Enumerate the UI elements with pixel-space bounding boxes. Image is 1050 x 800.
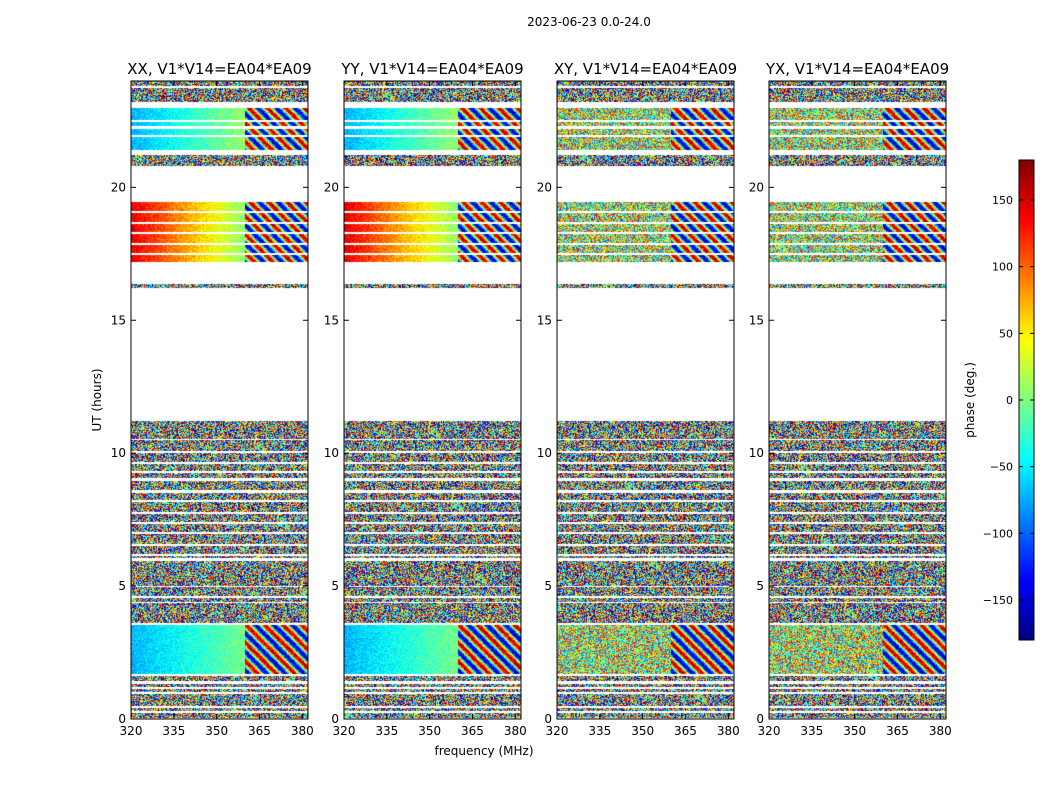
colorbar-label: phase (deg.) [963,362,977,438]
y-tick-label: 0 [331,712,339,726]
y-tick-label: 5 [118,579,126,593]
y-tick-label: 5 [756,579,764,593]
colorbar-ticks: −150 −100 −50 0 50 100 150 [983,194,1034,607]
panel-3: XY, V1*V14=EA04*EA09 320 335 350 365 380 0 5 10 1… [537,60,740,738]
x-tick-label: 320 [333,724,356,738]
x-tick-label: 365 [886,724,909,738]
phase-image [769,81,946,719]
colorbar-tick-label: −150 [983,594,1013,607]
x-tick-label: 350 [418,724,441,738]
x-tick-label: 320 [758,724,781,738]
y-tick-label: 20 [749,180,764,194]
colorbar-tick-label: 150 [992,194,1013,207]
colorbar-tick-label: 100 [992,261,1013,274]
axes-frame [130,80,309,720]
x-tick-label: 380 [291,724,314,738]
panels: XX, V1*V14=EA04*EA09 320 335 350 365 380 0 5 10 1… [111,60,952,738]
colorbar-tick-label: −50 [990,461,1013,474]
figure-suptitle: 2023-06-23 0.0-24.0 [527,15,651,29]
y-tick-label: 5 [331,579,339,593]
y-tick-label: 20 [111,180,126,194]
y-tick-label: 15 [749,313,764,327]
y-tick-label: 10 [749,446,764,460]
x-tick-label: 350 [631,724,654,738]
y-tick-label: 5 [544,579,552,593]
x-axis-label: frequency (MHz) [434,744,533,758]
colorbar-tick-label: 0 [1006,394,1013,407]
panel-title: YY, V1*V14=EA04*EA09 [340,60,523,78]
x-tick-label: 335 [375,724,398,738]
x-tick-label: 365 [461,724,484,738]
y-tick-label: 0 [756,712,764,726]
x-tick-label: 350 [843,724,866,738]
phase-image [131,81,308,719]
x-tick-label: 380 [717,724,740,738]
panel-title: XY, V1*V14=EA04*EA09 [554,60,737,78]
y-tick-label: 20 [537,180,552,194]
panel-4: YX, V1*V14=EA04*EA09 320 335 350 365 380 0 5 10 1… [749,60,952,738]
axes-frame [768,80,947,720]
colorbar-tick-label: 50 [999,327,1013,340]
axes-frame [343,80,522,720]
x-tick-label: 320 [546,724,569,738]
y-tick-label: 0 [544,712,552,726]
x-tick-label: 365 [248,724,271,738]
x-tick-label: 335 [588,724,611,738]
x-tick-label: 380 [929,724,952,738]
y-tick-label: 10 [324,446,339,460]
panel-title: YX, V1*V14=EA04*EA09 [765,60,949,78]
panel-2: YY, V1*V14=EA04*EA09 320 335 350 365 380 0 5 10 1… [324,60,527,738]
x-tick-label: 380 [504,724,527,738]
y-tick-label: 0 [118,712,126,726]
phase-image [344,81,521,719]
y-tick-label: 15 [537,313,552,327]
axes-frame [556,80,735,720]
colorbar-tick-label: −100 [983,527,1013,540]
colorbar: −150 −100 −50 0 50 100 150 phase (deg.) [963,159,1035,641]
y-tick-label: 10 [111,446,126,460]
x-tick-label: 320 [120,724,143,738]
panel-title: XX, V1*V14=EA04*EA09 [127,60,311,78]
x-tick-label: 335 [800,724,823,738]
y-axis-label: UT (hours) [90,368,104,431]
y-tick-label: 15 [111,313,126,327]
y-tick-label: 10 [537,446,552,460]
x-tick-label: 335 [162,724,185,738]
panel-1: XX, V1*V14=EA04*EA09 320 335 350 365 380 0 5 10 1… [111,60,314,738]
y-tick-label: 20 [324,180,339,194]
y-tick-label: 15 [324,313,339,327]
x-tick-label: 365 [674,724,697,738]
phase-image [557,81,734,719]
x-tick-label: 350 [205,724,228,738]
